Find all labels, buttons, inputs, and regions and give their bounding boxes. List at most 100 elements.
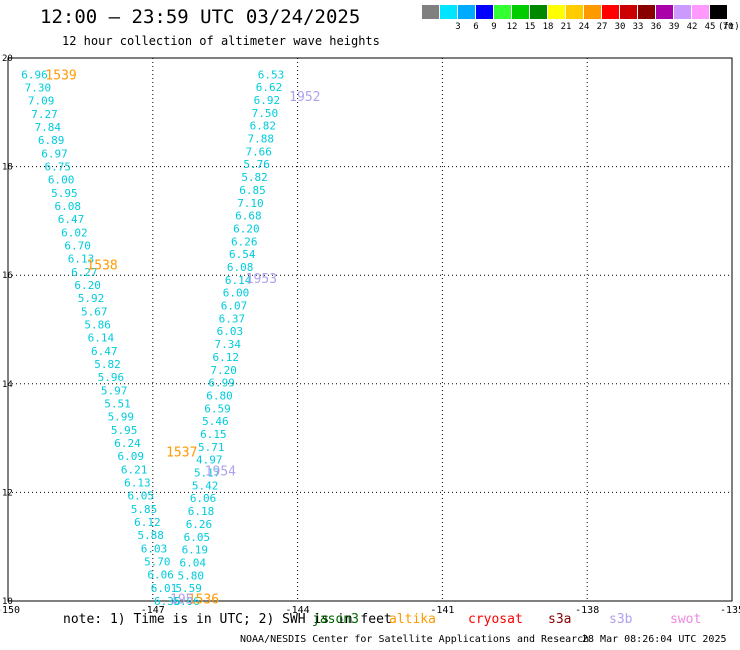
wave-height-value: 6.20: [74, 279, 101, 292]
wave-height-value: 6.53: [258, 68, 285, 81]
wave-height-value: 6.12: [212, 351, 239, 364]
wave-height-value: 6.89: [38, 134, 65, 147]
scale-label: 70: [722, 22, 734, 32]
wave-height-value: 5.85: [131, 503, 158, 516]
latitude-tick-label: 16: [2, 271, 13, 281]
scale-swatch: [476, 5, 493, 19]
wave-height-value: 6.13: [68, 253, 95, 266]
wave-height-value: 6.05: [184, 531, 211, 544]
scale-swatch: [638, 5, 655, 19]
legend-jason3: jason3: [312, 612, 359, 627]
wave-height-value: 5.96: [98, 371, 125, 384]
units-note: note: 1) Time is in UTC; 2) SWH is in fe…: [63, 612, 392, 627]
wave-height-value: 7.09: [28, 95, 55, 108]
scale-swatch: [566, 5, 583, 19]
wave-height-value: 7.34: [215, 338, 242, 351]
wave-height-value: 7.84: [35, 121, 62, 134]
wave-height-value: 6.27: [71, 266, 98, 279]
wave-height-value: 5.95: [111, 424, 138, 437]
scale-swatch: [710, 5, 727, 19]
map-frame: [7, 57, 733, 602]
wave-height-value: 5.99: [108, 411, 135, 424]
wave-height-value: 6.96: [21, 68, 48, 81]
wave-height-value: 6.06: [190, 492, 217, 505]
legend-s3b: s3b: [609, 612, 633, 627]
pass-time-label: 1952: [289, 90, 320, 105]
wave-height-value: 6.20: [233, 222, 260, 235]
page-subtitle: 12 hour collection of altimeter wave hei…: [62, 34, 380, 48]
pass-time-label: 1536: [188, 592, 219, 607]
wave-height-value: 6.36: [154, 595, 181, 608]
scale-label: 42: [686, 22, 698, 32]
wave-height-value: 5.86: [84, 318, 111, 331]
legend-s3a: s3a: [548, 612, 572, 627]
wave-height-value: 6.85: [239, 184, 266, 197]
longitude-tick-label: -150: [0, 605, 20, 616]
scale-label: 33: [632, 22, 644, 32]
scale-swatch: [458, 5, 475, 19]
wave-height-value: 6.26: [231, 235, 258, 248]
wave-height-value: 6.97: [41, 147, 68, 160]
scale-swatch: [602, 5, 619, 19]
wave-height-value: 6.14: [88, 332, 115, 345]
wave-height-value: 5.97: [101, 384, 128, 397]
scale-swatch: [422, 5, 439, 19]
wave-height-value: 5.71: [198, 441, 225, 454]
wave-height-value: 6.08: [54, 200, 81, 213]
latitude-tick-label: 20: [2, 54, 13, 64]
longitude-tick-label: -135: [720, 605, 740, 616]
scale-unit: (ft): [718, 22, 740, 32]
scale-swatch: [656, 5, 673, 19]
wave-height-value: 7.66: [245, 145, 272, 158]
scale-swatch: [584, 5, 601, 19]
wave-height-value: 5.88: [137, 529, 164, 542]
wave-height-value: 6.75: [45, 160, 72, 173]
latitude-tick-label: 18: [2, 163, 13, 173]
wave-height-value: 6.19: [182, 544, 209, 557]
wave-height-value: 6.13: [124, 476, 151, 489]
wave-height-value: 6.15: [200, 428, 227, 441]
wave-height-value: 5.82: [94, 358, 121, 371]
wave-height-value: 5.67: [81, 305, 108, 318]
wave-height-value: 7.10: [237, 197, 264, 210]
wave-height-value: 6.06: [147, 569, 174, 582]
wave-height-value: 5.46: [202, 415, 229, 428]
scale-swatch: [692, 5, 709, 19]
scale-label: 18: [542, 22, 554, 32]
wave-height-value: 6.00: [223, 287, 250, 300]
scale-label: 15: [524, 22, 536, 32]
wave-height-value: 6.92: [254, 94, 281, 107]
wave-height-value: 6.47: [58, 213, 85, 226]
wave-height-value: 7.50: [252, 107, 279, 120]
wave-height-value: 6.24: [114, 437, 141, 450]
wave-height-value: 6.01: [151, 582, 178, 595]
scale-swatch: [530, 5, 547, 19]
wave-height-value: 5.70: [144, 555, 171, 568]
scale-label: 24: [578, 22, 590, 32]
wave-height-value: 6.04: [180, 556, 207, 569]
wave-height-value: 7.20: [210, 364, 237, 377]
footer-timestamp: 28 Mar 08:26:04 UTC 2025: [582, 634, 727, 645]
wave-height-value: 6.82: [250, 120, 277, 133]
longitude-tick-label: -144: [286, 605, 310, 616]
scale-swatch: [620, 5, 637, 19]
wave-height-value: 6.12: [134, 516, 161, 529]
wave-height-value: 6.03: [217, 325, 244, 338]
wave-height-value: 5.96: [173, 595, 200, 608]
scale-swatch: [674, 5, 691, 19]
pass-time-label: 1538: [86, 258, 117, 273]
wave-height-value: 6.80: [206, 389, 233, 402]
wave-height-value: 7.30: [25, 81, 52, 94]
wave-height-value: 7.27: [31, 108, 58, 121]
scale-label: 6: [473, 22, 479, 32]
pass-time-label: 1537: [166, 446, 197, 461]
latitude-tick-label: 14: [2, 380, 13, 390]
pass-time-label: 195: [170, 592, 193, 607]
pass-time-label: 1539: [45, 68, 76, 83]
wave-height-value: 6.09: [118, 450, 145, 463]
pass-time-label: 1953: [246, 272, 277, 287]
scale-label: 12: [506, 22, 518, 32]
wave-height-value: 6.54: [229, 248, 256, 261]
wave-height-value: 6.62: [256, 81, 283, 94]
